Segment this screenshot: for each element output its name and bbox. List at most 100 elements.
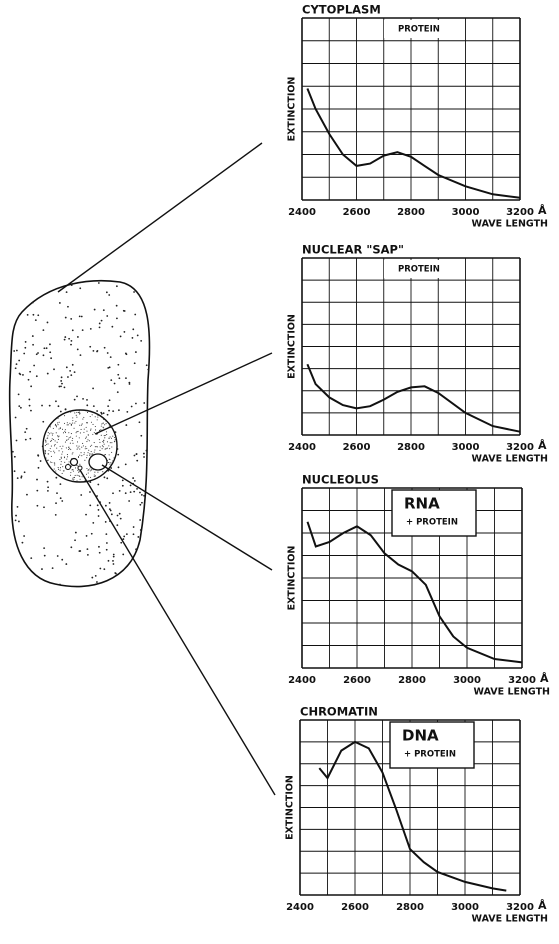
- dot: [47, 459, 49, 462]
- dot: [19, 406, 22, 409]
- dot: [86, 430, 88, 432]
- dot: [106, 315, 109, 317]
- dot: [58, 435, 60, 437]
- dot: [29, 370, 32, 373]
- dot: [69, 442, 71, 444]
- dot: [151, 301, 153, 303]
- dot: [135, 351, 137, 353]
- x-tick-label: 3000: [452, 207, 480, 218]
- dot: [14, 416, 17, 419]
- dot: [68, 448, 70, 450]
- dot: [90, 454, 92, 456]
- dot: [123, 535, 126, 538]
- spectrum-line: [306, 521, 523, 664]
- dot: [99, 567, 102, 570]
- dot: [45, 457, 47, 459]
- dot: [125, 424, 128, 426]
- dot: [94, 575, 97, 577]
- dot: [110, 467, 113, 469]
- dot: [50, 445, 52, 447]
- dot: [79, 463, 81, 465]
- dot: [45, 441, 47, 443]
- annotation: PROTEIN: [398, 25, 440, 35]
- dot: [128, 383, 131, 385]
- dot: [18, 359, 21, 362]
- dot: [37, 454, 39, 457]
- dot: [84, 459, 86, 461]
- dot: [103, 568, 106, 571]
- dot: [96, 433, 98, 436]
- dot: [117, 582, 120, 585]
- dot: [15, 439, 18, 442]
- dot: [47, 437, 49, 439]
- dot: [112, 563, 115, 565]
- dot: [50, 440, 52, 442]
- dot: [77, 336, 79, 338]
- dot: [99, 446, 101, 448]
- dot: [108, 425, 110, 427]
- dot: [74, 467, 77, 469]
- dot: [54, 444, 56, 446]
- dot: [94, 446, 96, 448]
- annotation-box: [384, 20, 440, 38]
- dot: [88, 476, 90, 478]
- dot: [140, 493, 143, 496]
- dot: [151, 342, 153, 344]
- dot: [104, 424, 106, 426]
- dot: [108, 508, 111, 511]
- dot: [53, 445, 56, 447]
- dot: [49, 448, 51, 450]
- dot: [57, 424, 59, 426]
- dot: [81, 476, 83, 478]
- dot: [133, 479, 136, 482]
- dot: [100, 319, 103, 322]
- dot: [58, 385, 61, 388]
- dot: [14, 519, 17, 522]
- dot: [72, 470, 74, 472]
- dot: [26, 313, 29, 316]
- dot: [57, 435, 59, 437]
- dot: [9, 370, 10, 373]
- dot: [65, 563, 68, 565]
- dot: [106, 477, 109, 480]
- dot: [30, 557, 33, 560]
- dot: [78, 315, 81, 318]
- dot: [86, 467, 88, 470]
- dot: [100, 425, 102, 427]
- dot: [79, 413, 81, 415]
- dot: [72, 437, 74, 439]
- dot: [118, 409, 120, 412]
- x-tick-label: 2400: [288, 207, 316, 218]
- dot: [140, 339, 143, 342]
- dot: [109, 463, 111, 465]
- dot: [53, 468, 55, 470]
- dot: [55, 470, 57, 472]
- dot: [143, 551, 146, 553]
- dot: [52, 427, 54, 429]
- dot: [30, 409, 32, 412]
- dot: [67, 376, 69, 378]
- dot: [59, 497, 62, 500]
- dot: [95, 429, 97, 431]
- dot: [76, 448, 78, 450]
- dot: [100, 411, 103, 414]
- dot: [46, 489, 49, 492]
- dot: [45, 440, 47, 442]
- chart-title: CHROMATIN: [300, 705, 378, 719]
- dot: [58, 421, 60, 423]
- dot: [67, 438, 70, 440]
- dot: [77, 430, 79, 432]
- dot: [137, 536, 140, 538]
- dot: [133, 454, 136, 457]
- dot: [35, 375, 38, 378]
- dot: [132, 526, 135, 528]
- dot: [71, 329, 74, 332]
- dot: [31, 335, 34, 337]
- dot: [123, 310, 126, 312]
- pointer-line: [101, 464, 273, 571]
- dot: [77, 465, 79, 467]
- dot: [79, 471, 81, 473]
- dot: [33, 364, 36, 367]
- dot: [139, 519, 142, 521]
- dot: [13, 350, 16, 352]
